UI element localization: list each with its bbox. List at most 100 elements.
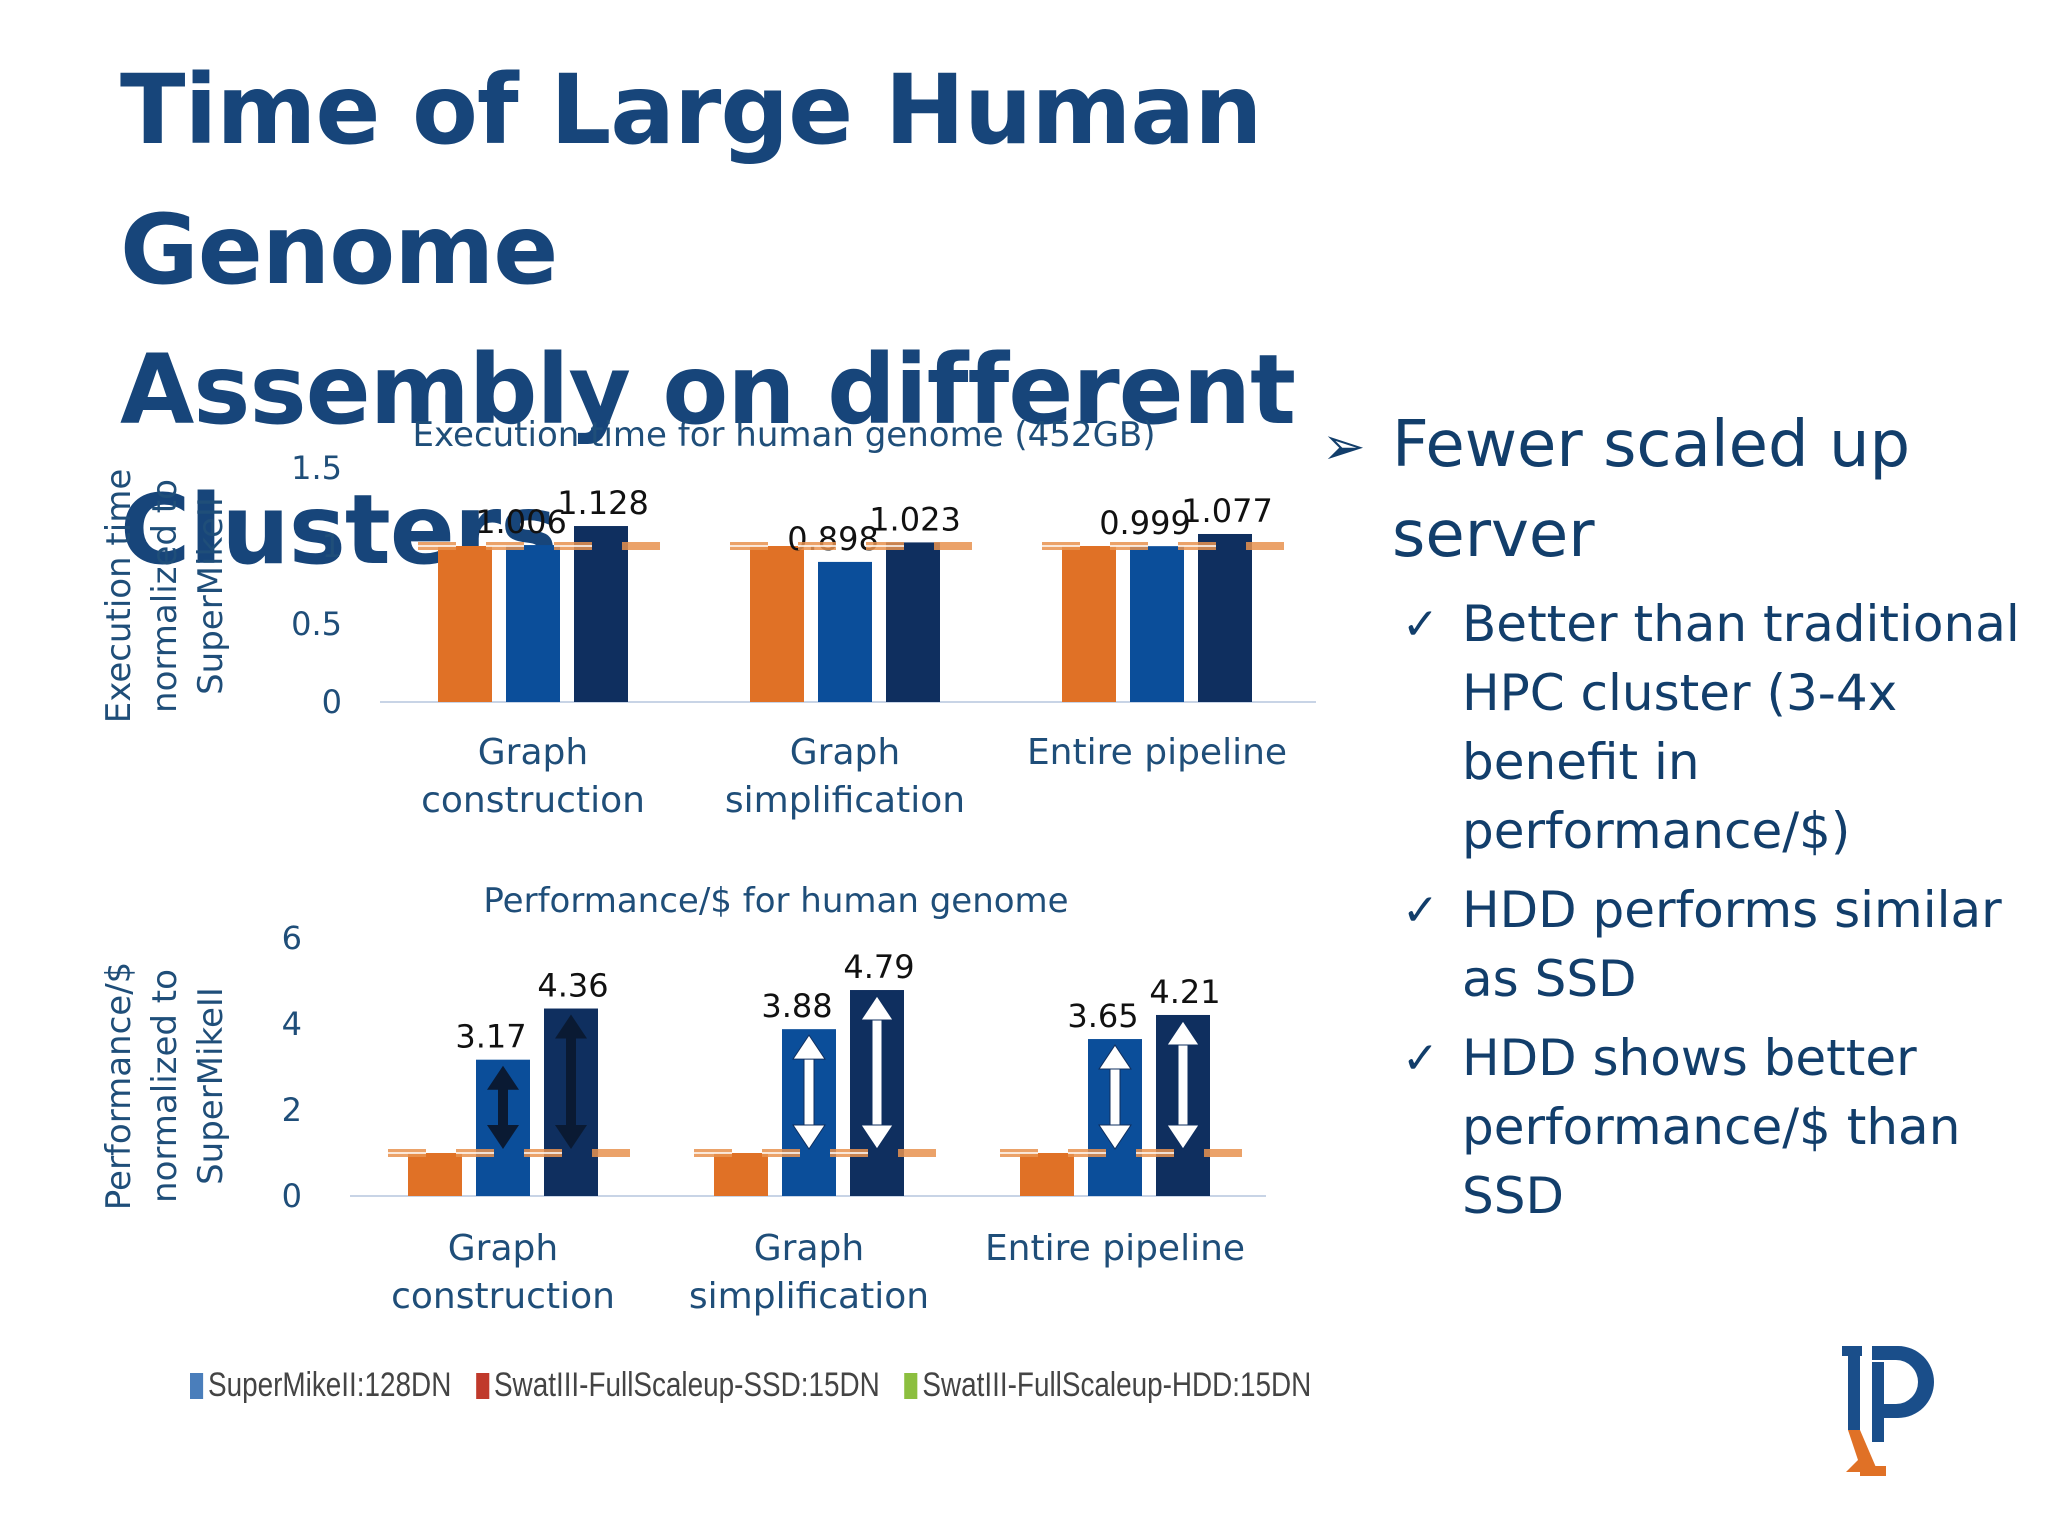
data-label: 4.79 xyxy=(843,948,914,986)
y-axis-label-line: SuperMikeII xyxy=(191,497,231,695)
bar-s3 xyxy=(1198,533,1252,702)
data-label: 1.006 xyxy=(475,503,567,541)
arrow-up-icon xyxy=(860,995,894,1021)
arrow-up-icon xyxy=(1098,1044,1132,1070)
bullet-line: Fewer scaled up xyxy=(1392,408,1911,482)
checkmark-icon: ✓ xyxy=(1402,1033,1439,1084)
chart-title: Execution time for human genome (452GB) xyxy=(412,415,1155,455)
slide-title: Time of Large Human Genome Assembly on d… xyxy=(120,40,1720,600)
arrow-down-icon xyxy=(487,1125,519,1149)
data-label: 1.128 xyxy=(557,484,649,522)
data-label: 3.88 xyxy=(761,987,832,1025)
bullet-sub: ✓ HDD shows better performance/$ than SSD xyxy=(1322,1024,2022,1231)
bullet-line: SSD xyxy=(1462,1167,1564,1225)
y-axis-label-line: normalized to xyxy=(145,969,185,1203)
reference-dash xyxy=(1246,542,1284,550)
arrow-down-icon xyxy=(860,1124,894,1150)
legend-swatch xyxy=(475,1372,490,1399)
category-label: Graph simplification xyxy=(725,732,965,821)
bullet-line: performance/$) xyxy=(1462,802,1851,860)
bullet-sub: ✓ HDD performs similar as SSD xyxy=(1322,876,2022,1014)
category-label-line: Entire pipeline xyxy=(985,1228,1245,1269)
bar-s1 xyxy=(1020,1153,1074,1196)
y-tick-label: 0 xyxy=(322,683,342,721)
category-label: Graph construction xyxy=(421,732,645,821)
category-label-line: Graph xyxy=(754,1228,864,1269)
data-label: 0.999 xyxy=(1099,504,1191,542)
bullet-line: as SSD xyxy=(1462,950,1637,1008)
title-line-1: Time of Large Human Genome xyxy=(120,54,1262,306)
double-arrow-shaft xyxy=(498,1087,508,1127)
y-axis-label-line: Performance/$ xyxy=(99,962,139,1211)
bullet-list: ➢ Fewer scaled up server ✓ Better than tradi… xyxy=(1322,400,2022,1231)
double-arrow-shaft xyxy=(803,1056,815,1128)
double-arrow-shaft xyxy=(871,1017,883,1128)
y-tick-label: 0.5 xyxy=(291,605,342,643)
bar-s2 xyxy=(1130,546,1184,702)
category-label-line: construction xyxy=(391,1276,615,1317)
data-label: 4.36 xyxy=(537,967,608,1005)
bar-s2 xyxy=(506,545,560,702)
bullet-line: HDD performs similar xyxy=(1462,881,2002,939)
checkmark-icon: ✓ xyxy=(1402,885,1439,936)
arrow-down-icon xyxy=(1098,1124,1132,1150)
title-line-2: Assembly on different Clusters xyxy=(120,334,1296,586)
category-label: Entire pipeline xyxy=(1027,732,1287,773)
reference-dash xyxy=(622,542,660,550)
y-tick-label: 1.5 xyxy=(291,449,342,487)
category-label: Graph construction xyxy=(391,1228,615,1317)
double-arrow-shaft xyxy=(566,1036,576,1127)
charts-svg: Execution time for human genome (452GB) 1… xyxy=(99,415,1316,1317)
reference-dash xyxy=(1204,1149,1242,1157)
y-axis-label-line: Execution time xyxy=(99,469,139,723)
chart-title: Performance/$ for human genome xyxy=(483,881,1068,921)
category-label-line: Graph xyxy=(448,1228,558,1269)
data-label: 3.65 xyxy=(1067,997,1138,1035)
y-axis-label-line: SuperMikeII xyxy=(191,987,231,1185)
bullet-sub: ✓ Better than traditional HPC cluster (3-4… xyxy=(1322,590,2022,866)
arrow-up-icon xyxy=(792,1034,826,1060)
y-axis-label: Execution time normalized to SuperMikeII xyxy=(99,469,231,723)
category-label-line: simplification xyxy=(689,1276,929,1317)
bullet-line: benefit in xyxy=(1462,733,1700,791)
data-label: 1.077 xyxy=(1181,492,1273,530)
arrow-up-icon xyxy=(555,1014,587,1039)
data-label: 0.898 xyxy=(787,520,879,558)
bar-s3 xyxy=(574,526,628,702)
y-axis-label-line: normalized to xyxy=(145,479,185,713)
arrow-down-icon xyxy=(1166,1124,1200,1150)
arrow-bullet-icon: ➢ xyxy=(1322,417,1366,477)
bar-s1 xyxy=(714,1153,768,1196)
arrow-up-icon xyxy=(1166,1020,1200,1046)
bullet-line: Better than traditional xyxy=(1462,595,2020,653)
legend-label: SwatIII-FullScaleup-SSD:15DN xyxy=(493,1366,880,1404)
bullet-line: HPC cluster (3-4x xyxy=(1462,664,1898,722)
data-label: 3.17 xyxy=(455,1018,526,1056)
chart-legend: SuperMikeII:128DN SwatIII-FullScaleup-SSD… xyxy=(190,1366,1311,1405)
bar-s3 xyxy=(886,542,940,702)
y-tick-label: 2 xyxy=(282,1091,302,1129)
reference-dash xyxy=(934,542,972,550)
data-label: 1.023 xyxy=(869,500,961,538)
arrow-down-icon xyxy=(792,1124,826,1150)
bullet-line: HDD shows better xyxy=(1462,1029,1917,1087)
legend-label: SwatIII-FullScaleup-HDD:15DN xyxy=(922,1366,1312,1404)
category-label: Entire pipeline xyxy=(985,1228,1245,1269)
arrow-down-icon xyxy=(555,1125,587,1149)
y-tick-label: 1 xyxy=(322,527,342,565)
y-tick-label: 6 xyxy=(282,919,302,957)
category-label-line: construction xyxy=(421,780,645,821)
y-axis-label: Performance/$ normalized to SuperMikeII xyxy=(99,962,231,1211)
legend-swatch xyxy=(190,1372,204,1399)
legend-item: SwatIII-FullScaleup-HDD:15DN xyxy=(904,1366,1311,1405)
legend-swatch xyxy=(904,1372,918,1399)
bullet-line: performance/$ than xyxy=(1462,1098,1961,1156)
category-label-line: Graph xyxy=(790,732,900,773)
y-tick-label: 4 xyxy=(282,1005,302,1043)
bar-s1 xyxy=(750,546,804,702)
bar-s1 xyxy=(438,546,492,702)
legend-item: SuperMikeII:128DN xyxy=(190,1366,451,1405)
checkmark-icon: ✓ xyxy=(1402,599,1439,650)
double-arrow-shaft xyxy=(1109,1066,1121,1128)
reference-dash xyxy=(898,1149,936,1157)
